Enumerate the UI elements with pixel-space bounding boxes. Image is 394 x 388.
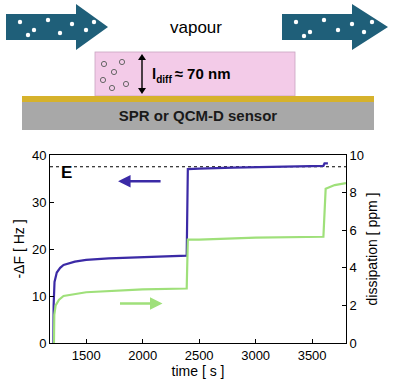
svg-text:0: 0 <box>350 336 357 351</box>
svg-text:40: 40 <box>32 148 46 163</box>
svg-text:2000: 2000 <box>128 348 157 363</box>
svg-text:8: 8 <box>350 185 357 200</box>
svg-text:E: E <box>61 163 72 182</box>
svg-text:1500: 1500 <box>72 348 101 363</box>
svg-text:10: 10 <box>32 289 46 304</box>
svg-text:ldiff≈ 70 nm: ldiff≈ 70 nm <box>152 65 230 85</box>
svg-text:vapour: vapour <box>170 18 222 37</box>
svg-text:30: 30 <box>32 195 46 210</box>
svg-text:0: 0 <box>39 336 46 351</box>
svg-text:10: 10 <box>350 148 364 163</box>
svg-text:2: 2 <box>350 298 357 313</box>
svg-text:3000: 3000 <box>241 348 270 363</box>
svg-text:2500: 2500 <box>185 348 214 363</box>
svg-text:6: 6 <box>350 223 357 238</box>
svg-text:dissipation [ ppm ]: dissipation [ ppm ] <box>364 193 380 306</box>
svg-text:4: 4 <box>350 260 357 275</box>
svg-text:-ΔF [ Hz ]: -ΔF [ Hz ] <box>11 219 27 278</box>
svg-text:SPR or QCM-D sensor: SPR or QCM-D sensor <box>119 107 278 124</box>
svg-text:20: 20 <box>32 242 46 257</box>
svg-text:time [ s ]: time [ s ] <box>172 363 225 379</box>
svg-text:3500: 3500 <box>298 348 327 363</box>
